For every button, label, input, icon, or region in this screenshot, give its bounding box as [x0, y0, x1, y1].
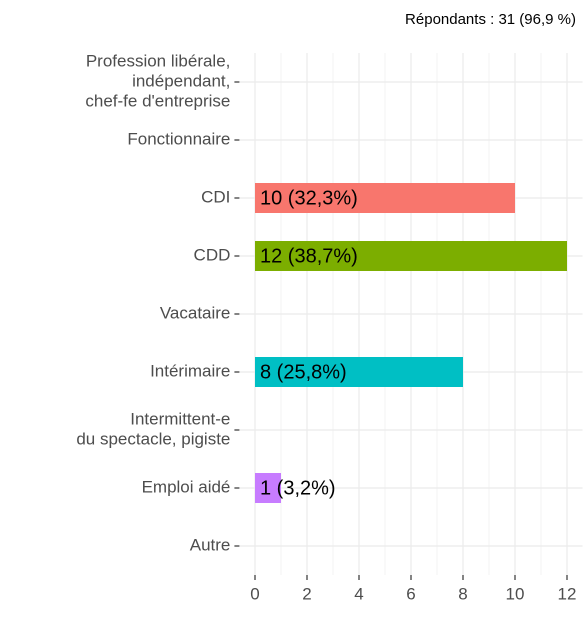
y-tick-label: Emploi aidé [142, 477, 231, 496]
y-tick-label: Profession libérale, [86, 51, 231, 70]
x-tick-label: 2 [302, 584, 311, 603]
y-tick-label: CDD [194, 245, 231, 264]
y-tick-label: Intérimaire [150, 361, 230, 380]
y-tick-label: chef-fe d'entreprise [85, 91, 230, 110]
bar [255, 357, 463, 387]
y-tick-label: indépendant, [132, 71, 230, 90]
x-tick-label: 10 [506, 584, 525, 603]
bar [255, 473, 281, 503]
bar [255, 183, 515, 213]
x-tick-label: 12 [558, 584, 577, 603]
value-label: 12 (38,7%) [260, 245, 358, 267]
y-tick-label: Intermittent-e [130, 409, 230, 428]
y-tick-label: Vacataire [160, 303, 231, 322]
y-tick-label: CDI [201, 187, 230, 206]
subtitle: Répondants : 31 (96,9 %) [405, 11, 576, 28]
x-tick-label: 8 [458, 584, 467, 603]
x-tick-label: 0 [250, 584, 259, 603]
y-tick-label: du spectacle, pigiste [76, 429, 230, 448]
value-label: 1 (3,2%) [260, 477, 336, 499]
bar [255, 241, 567, 271]
y-tick-label: Fonctionnaire [127, 129, 230, 148]
value-label: 8 (25,8%) [260, 361, 347, 383]
x-tick-label: 4 [354, 584, 363, 603]
value-label: 10 (32,3%) [260, 187, 358, 209]
x-tick-label: 6 [406, 584, 415, 603]
y-tick-label: Autre [190, 535, 231, 554]
